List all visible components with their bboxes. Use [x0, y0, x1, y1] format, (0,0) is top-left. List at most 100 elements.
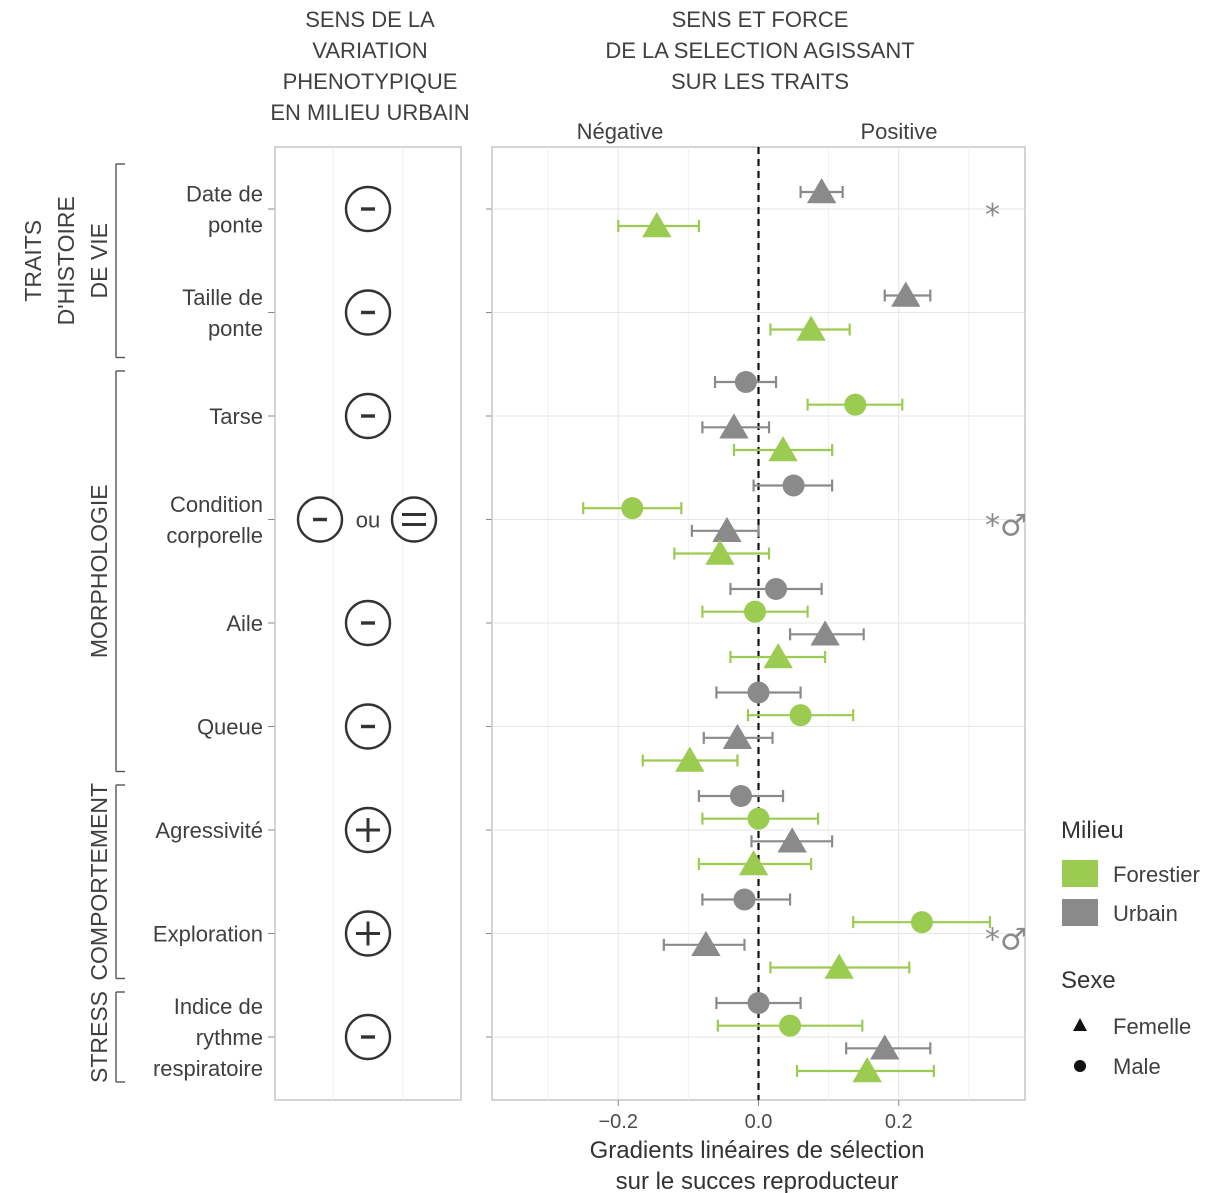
circle-marker: [729, 785, 752, 807]
triangle-marker: [824, 953, 854, 979]
legend-sexe-label: Femelle: [1113, 1014, 1191, 1039]
trait-label: rythme: [196, 1025, 263, 1050]
circle-marker: [779, 1014, 802, 1037]
triangle-marker: [675, 746, 705, 772]
positive-label: Positive: [860, 119, 937, 144]
x-tick-label: 0.2: [885, 1111, 913, 1133]
trait-label: Indice de: [174, 994, 263, 1019]
selection-plot-panel: Négative Positive −0.2 0.0 0.2 Gradients liné…: [491, 119, 1027, 1193]
trait-label: Tarse: [209, 404, 263, 429]
trait-label: Agressivité: [155, 818, 263, 843]
data-point-urbain-femelle: [662, 930, 746, 957]
data-point-forestier-male: [716, 1014, 864, 1037]
triangle-marker: [777, 827, 807, 853]
triangle-marker: [891, 281, 921, 307]
data-point-urbain-male: [697, 785, 785, 807]
data-point-urbain-femelle: [845, 1034, 932, 1060]
triangle-marker: [768, 436, 798, 462]
triangle-marker: [719, 413, 749, 439]
legend: Milieu Forestier Urbain Sexe Femelle Male: [1061, 817, 1200, 1079]
triangle-marker: [642, 212, 672, 238]
circle-marker: [621, 497, 644, 520]
minus-circle-icon: [344, 599, 392, 647]
data-point-urbain-femelle: [883, 281, 932, 307]
legend-milieu-label: Forestier: [1113, 862, 1200, 887]
equal-circle-icon: [390, 496, 438, 543]
legend-sexe-label: Male: [1113, 1054, 1161, 1079]
legend-triangle-icon: [1073, 1018, 1087, 1031]
trait-label: Aile: [226, 611, 263, 636]
x-axis-label: Gradients linéaires de sélection: [590, 1137, 925, 1164]
groupe-comportement: COMPORTEMENT: [86, 783, 125, 981]
circle-marker: [734, 371, 757, 393]
triangle-marker: [722, 723, 753, 750]
data-point-forestier-femelle: [795, 1057, 935, 1083]
data-point-urbain-femelle: [690, 516, 760, 543]
group-label: DE VIE: [86, 223, 112, 298]
trait-label: Date de: [186, 182, 263, 207]
data-point-forestier-femelle: [641, 746, 739, 772]
data-point-forestier-femelle: [769, 315, 851, 341]
triangle-marker: [810, 620, 840, 646]
data-point-forestier-femelle: [617, 212, 700, 238]
header-line: SENS DE LA: [305, 7, 435, 32]
header-line: SUR LES TRAITS: [670, 69, 850, 94]
data-point-forestier-male: [746, 704, 855, 727]
circle-marker: [844, 393, 867, 416]
circle-marker: [747, 681, 770, 704]
phenotype-direction-panel: ou: [274, 146, 462, 1101]
circle-marker: [789, 704, 812, 727]
plus-circle-icon: [344, 910, 392, 957]
circle-marker: [743, 600, 766, 623]
triangle-marker: [796, 315, 826, 341]
data-point-urbain-femelle: [702, 723, 774, 750]
legend-milieu-label: Urbain: [1113, 901, 1178, 926]
trait-label: ponte: [208, 316, 263, 341]
negative-label: Négative: [577, 119, 664, 144]
data-point-forestier-femelle: [697, 850, 813, 876]
data-point-urbain-femelle: [799, 178, 844, 204]
x-tick-label: 0.0: [745, 1111, 773, 1133]
triangle-marker: [738, 850, 769, 876]
data-point-forestier-male: [701, 600, 809, 623]
trait-labels-panel: Date de ponte Taille de ponte Tarse Condition…: [20, 163, 492, 1083]
trait-label: Exploration: [153, 922, 263, 947]
data-point-urbain-male: [729, 578, 823, 600]
trait-label: Condition: [170, 492, 263, 517]
minus-circle-icon: [344, 392, 392, 440]
trait-label: Taille de: [182, 285, 263, 310]
minus-circle-icon: [344, 1013, 392, 1061]
header-line: VARIATION: [312, 38, 428, 63]
ou-label: ou: [356, 508, 380, 533]
trait-label: ponte: [208, 213, 263, 238]
trait-label: corporelle: [166, 523, 263, 548]
triangle-marker: [712, 516, 742, 543]
data-point-forestier-male: [806, 393, 904, 416]
data-point-forestier-femelle: [673, 539, 771, 565]
data-point-urbain-femelle: [701, 413, 771, 439]
legend-swatch: [1062, 899, 1098, 926]
group-label: COMPORTEMENT: [86, 783, 112, 981]
plus-circle-icon: [344, 806, 392, 854]
header-line: DE LA SELECTION AGISSANT: [605, 38, 915, 63]
x-axis-label: sur le succes reproducteur: [616, 1168, 899, 1193]
legend-circle-icon: [1074, 1060, 1086, 1072]
significance-marker: *♂: [985, 923, 1027, 958]
selection-column-header: SENS ET FORCE DE LA SELECTION AGISSANT SUR…: [560, 4, 960, 97]
minus-circle-icon: [296, 496, 344, 543]
triangle-marker: [870, 1034, 900, 1060]
circle-marker: [747, 807, 770, 830]
trait-label: Queue: [197, 715, 263, 740]
triangle-marker: [691, 930, 721, 957]
data-point-forestier-male: [701, 807, 820, 830]
data-point-urbain-femelle: [750, 827, 834, 853]
header-line: SENS ET FORCE: [671, 7, 849, 32]
group-label: STRESS: [86, 991, 112, 1083]
groupe-morphologie: MORPHOLOGIE: [86, 370, 125, 773]
minus-circle-icon: [344, 289, 392, 336]
triangle-marker: [806, 178, 837, 204]
data-point-forestier-femelle: [729, 643, 827, 669]
circle-marker: [747, 992, 770, 1014]
significance-marker: *: [985, 198, 1000, 233]
data-point-forestier-femelle: [769, 953, 911, 979]
